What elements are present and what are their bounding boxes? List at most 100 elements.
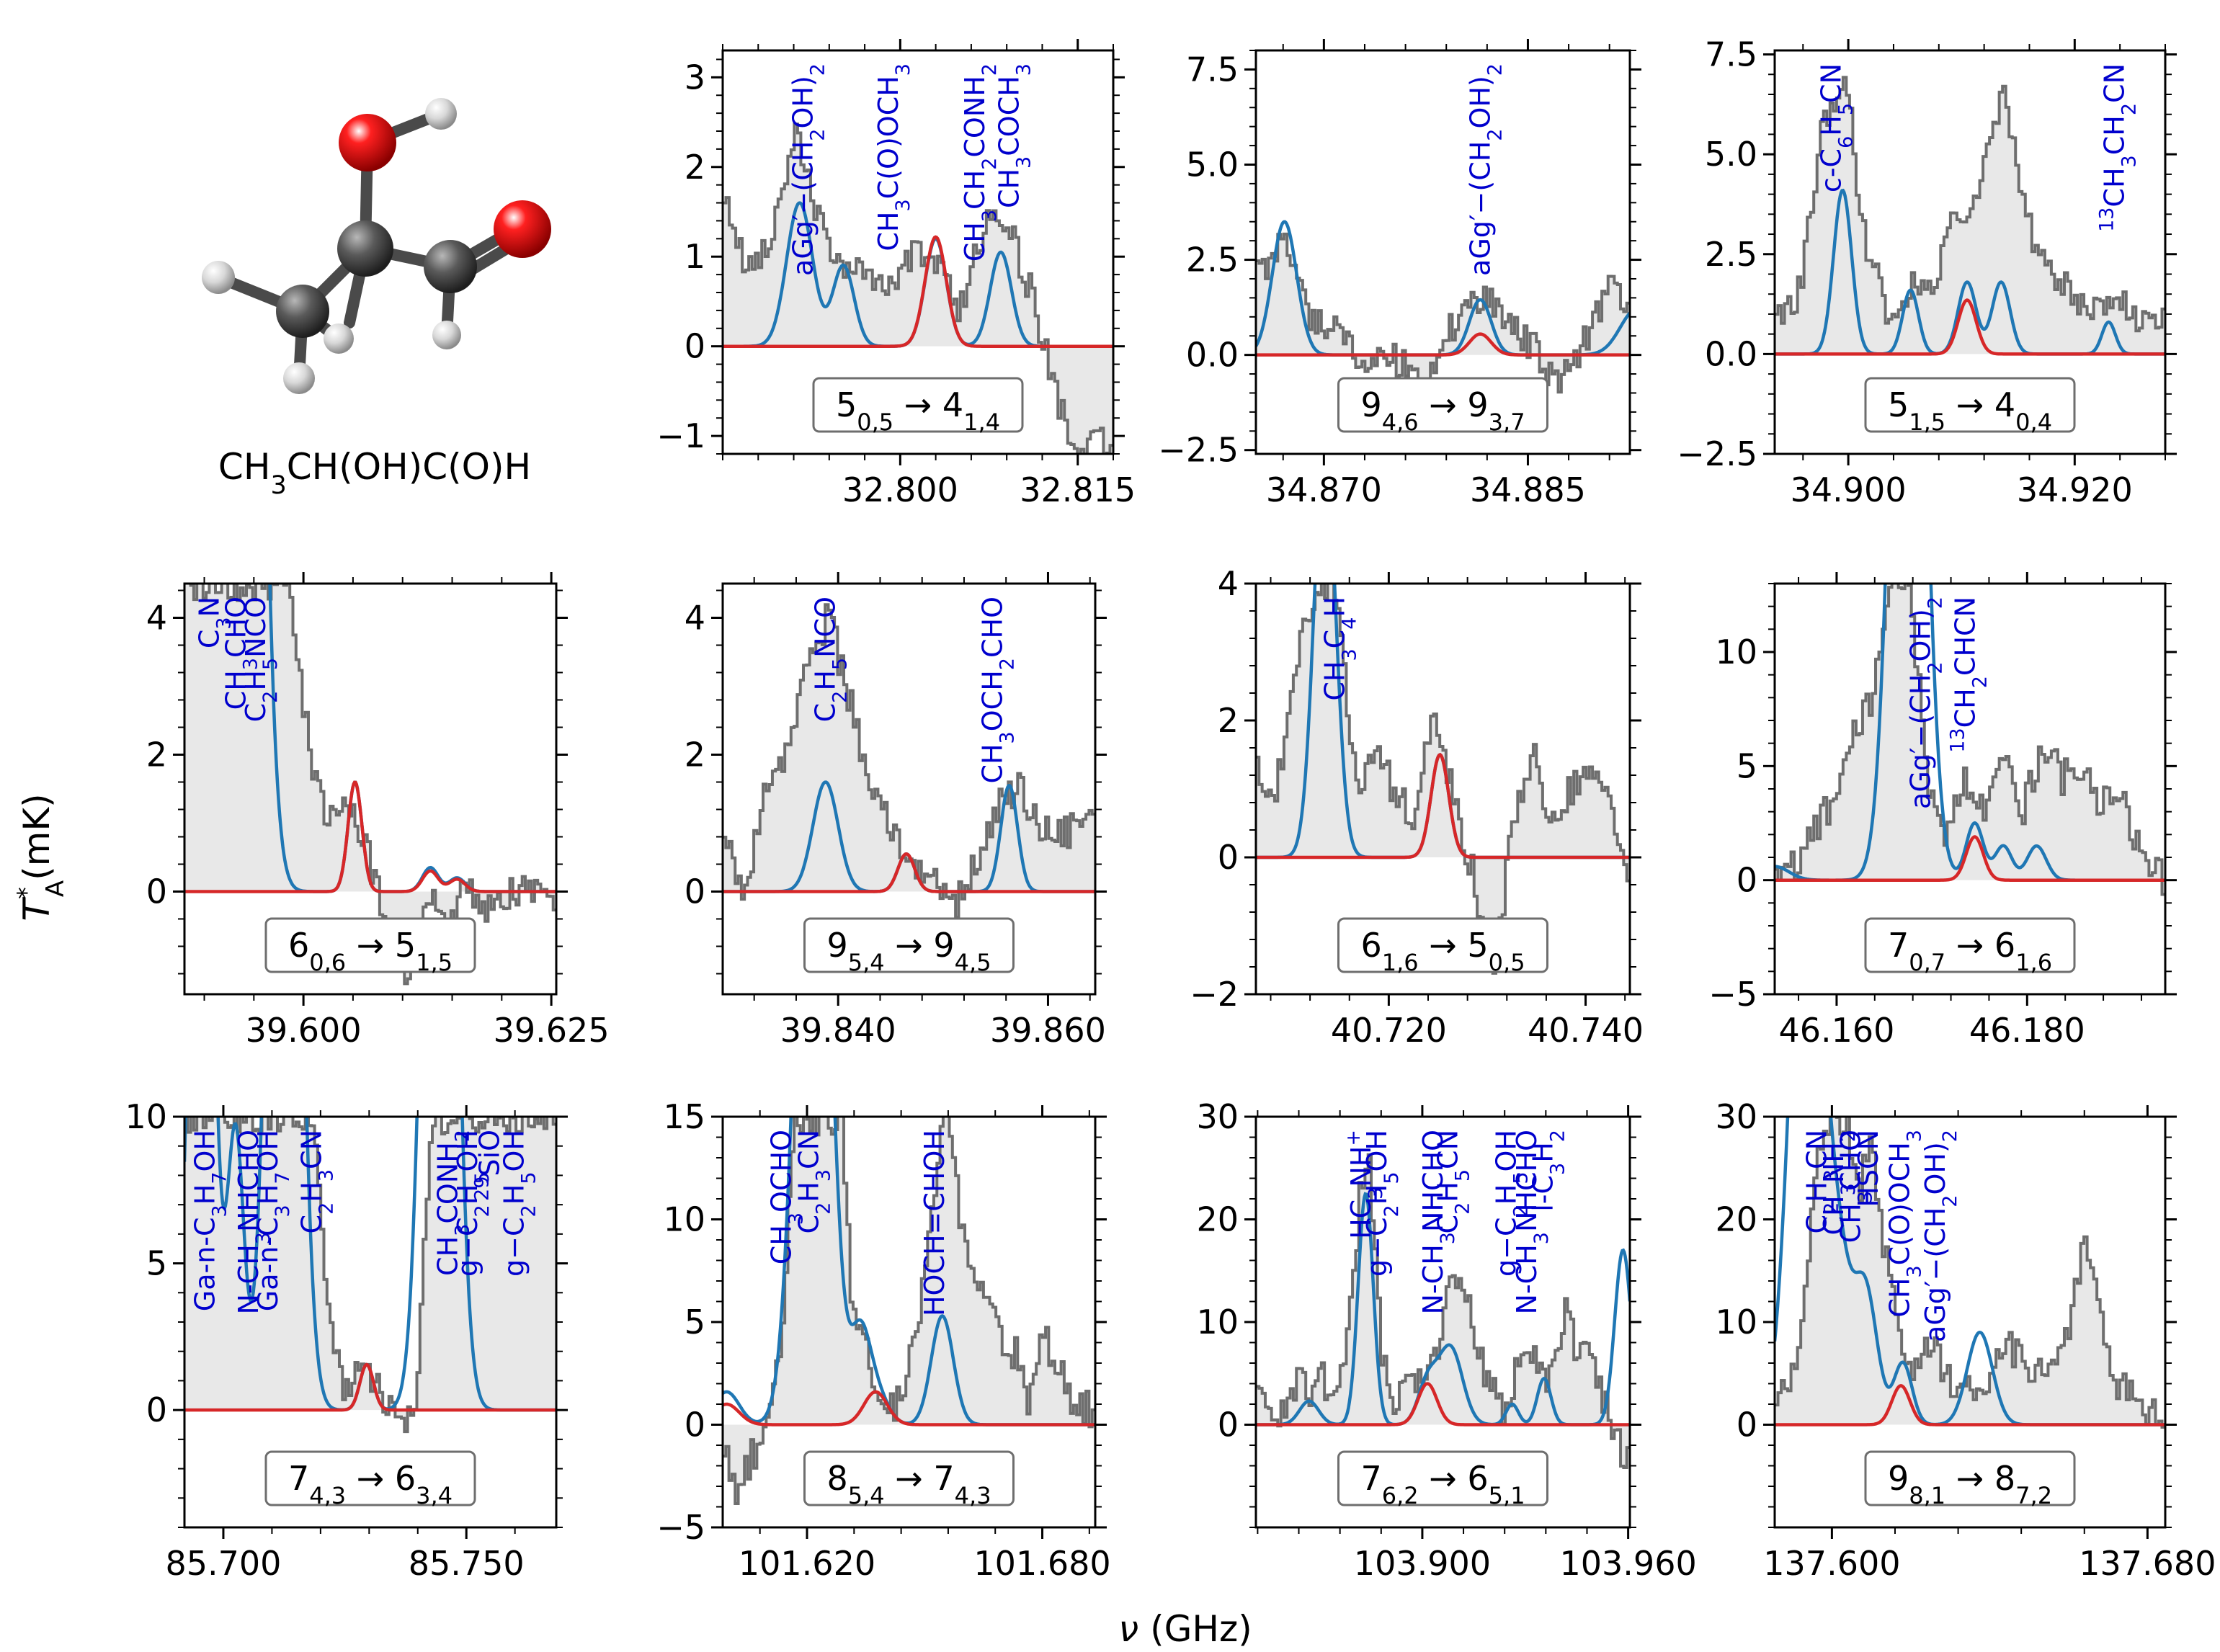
y-tick-label: 30 [1196,1097,1239,1136]
line-identification-label: g−C2H5OH [498,1130,540,1277]
x-tick-label: 137.680 [2079,1544,2216,1583]
y-tick-label: −2.5 [1677,434,1757,473]
transition-box [1864,917,2076,973]
x-axis-label: ν (GHz) [1118,1608,1252,1650]
observed-spectrum [1775,584,2165,896]
line-identification-label: CH3CHO [220,597,262,710]
y-tick-label: −2.5 [1158,431,1239,470]
spectrum-panel: 40.720 40.740 −2 0 2 4 CH3C4H 61,6 → 50,5 [1190,564,1644,1050]
line-identification-label: CH3CONH2 [432,1130,474,1276]
x-tick-label: 34.885 [1470,470,1586,509]
transition-box [1337,1450,1548,1506]
line-identification-label: l-C3H2 [1528,1130,1569,1212]
y-tick-label: 4 [1218,564,1239,603]
spectrum-panel: 137.600 137.680 0 10 20 30 C2H3CNCH3NH2CH3CHOH… [1715,1097,2216,1583]
transition-label: 51,5 → 40,4 [1888,385,2052,436]
axes-frame [1773,49,2167,455]
observed-spectrum [1256,1153,1630,1469]
x-tick-label: 39.860 [990,1011,1106,1050]
observed-spectrum [1775,76,2165,333]
hydrogen-atom [202,261,235,294]
x-tick-label: 34.900 [1791,470,1907,509]
line-identification-label: 13CH3CH2CN [2095,63,2140,232]
line-identification-label: CH3NH2 [1818,1130,1860,1235]
observed-fill [1256,584,1630,973]
plot-area [1775,584,2165,896]
y-tick-label: 2.5 [1186,241,1239,280]
line-identification-label: aGg′−(CH2OH)2 [1920,1130,1961,1342]
hydrogen-atom [283,362,315,394]
axes-frame [183,582,558,996]
y-axis-label: T*A(mK) [12,793,70,921]
y-tick-label: 7.5 [1186,50,1239,89]
observed-spectrum [1256,584,1630,975]
y-tick-label: 0 [146,872,167,911]
molecule-model-curve [1256,752,1630,860]
plot-area [1775,1117,2165,1429]
molecule-model-curve [1775,1384,2165,1426]
plot-area [723,603,1095,919]
observed-spectrum [723,603,1095,919]
line-identification-label: aGg′−(CH2OH)2 [1904,597,1946,809]
transition-label: 61,6 → 50,5 [1360,926,1525,976]
transition-box [812,377,1024,433]
spectrum-panel: 34.900 34.920 −2.5 0.0 2.5 5.0 7.5 c-C6H5CN 13CH… [1677,35,2177,509]
y-tick-label: 5.0 [1705,135,1757,174]
y-tick-label: 5 [685,1303,705,1341]
x-tick-label: 85.700 [165,1544,281,1583]
molecule-caption: CH3CH(OH)C(O)H [218,446,531,500]
spectral-panels: 32.800 32.815−10123aGg′−(CH2OH)2CH3C(O)OC… [125,35,2216,1583]
x-tick-label: 103.900 [1354,1544,1491,1583]
y-tick-label: 0 [685,1406,705,1445]
axes-frame [1254,582,1631,996]
y-tick-label: 5.0 [1186,145,1239,184]
transition-box [1337,377,1548,433]
plot-area [1256,1153,1630,1469]
y-tick-label: −5 [656,1508,705,1547]
line-identification-label: C3N [193,597,235,648]
y-tick-label: 1 [685,237,705,276]
spectrum-panel: 103.900 103.9600102030HC3NH+g−C2H5OHN-CH3… [1196,1097,1696,1583]
plot-area [184,1117,556,1434]
line-identification-label: 29SiO [471,1130,506,1201]
x-tick-label: 101.680 [973,1544,1110,1583]
observed-spectrum [1256,232,1630,398]
spectrum-panel: 46.160 46.180 −5 0 5 10 aGg′−(CH2OH)213CH2CHCN… [1708,572,2177,1050]
observed-fill [1775,1117,2165,1427]
plot-area [1256,584,1630,975]
oxygen-atom [494,200,551,258]
y-tick-label: 10 [125,1097,167,1136]
plot-area [723,1117,1095,1505]
y-tick-label: 20 [1196,1200,1239,1239]
molecule-model-curve [184,780,556,893]
line-identification-label: g−C2H5OH [1491,1130,1533,1277]
y-tick-label: 10 [663,1200,705,1239]
y-tick-label: 15 [663,1097,705,1136]
molecule-model-curve [184,1362,556,1412]
transition-label: 70,7 → 61,6 [1888,926,2052,976]
transition-label: 98,1 → 87,2 [1888,1459,2052,1509]
line-identification-label: C2H3CN [1801,1130,1843,1233]
line-identification-label: aGg′−(CH2OH)2 [788,63,829,276]
line-identification-label: C2H3CN [793,1130,835,1233]
transition-box [1864,377,2076,433]
transition-box [1864,1450,2076,1506]
molecule-model-curve [723,1390,1095,1426]
transition-box [1337,917,1548,973]
y-tick-label: 3 [685,58,705,97]
line-identification-label: N-CH3NHCHO [233,1130,275,1314]
y-tick-label: 0 [685,872,705,911]
plot-area [184,584,556,986]
line-identification-label: CH3COCH3 [993,63,1035,208]
y-tick-label: 0 [1737,1406,1757,1445]
y-tick-label: 20 [1715,1200,1757,1239]
y-tick-label: 7.5 [1705,35,1757,74]
line-identification-label: N-CH3NHCHO [1511,1130,1553,1314]
line-identification-label: C2H3CN [296,1130,338,1233]
transition-label: 95,4 → 94,5 [826,926,991,976]
plot-area [1256,220,1630,398]
line-identification-label: CH3CH2CONH2 [959,63,1001,262]
